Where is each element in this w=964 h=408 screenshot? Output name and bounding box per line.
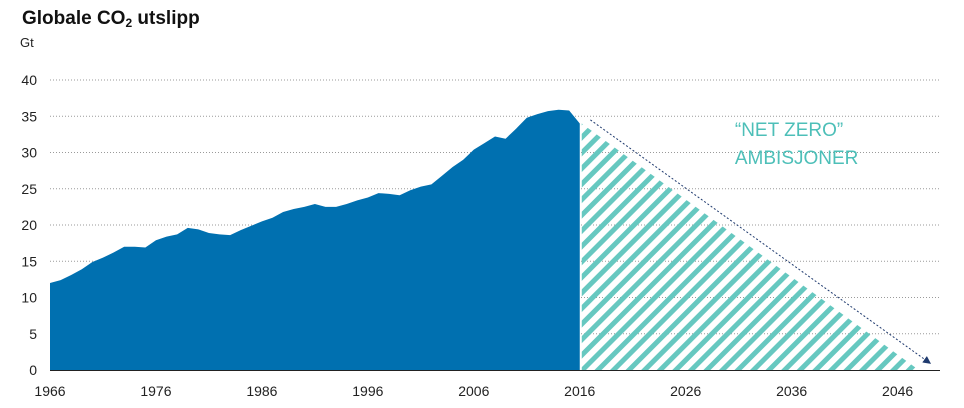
x-tick-label: 1996 [352,383,383,399]
y-tick-label: 25 [21,181,37,197]
unit-label: Gt [20,35,34,50]
historical-emissions-area [50,109,580,370]
y-tick-label: 5 [29,326,37,342]
y-tick-label: 15 [21,253,37,269]
x-tick-label: 2036 [776,383,807,399]
x-tick-label: 2016 [564,383,595,399]
y-tick-label: 35 [21,108,37,124]
annotation-net-zero: “NET ZERO” [735,120,843,141]
x-tick-label: 1976 [140,383,171,399]
x-tick-label: 2046 [882,383,913,399]
x-axis-ticks: 1966 1976 1986 1996 2006 2016 2026 2036 2046 [34,383,913,399]
y-tick-label: 10 [21,290,37,306]
y-tick-label: 0 [29,362,37,378]
y-tick-label: 40 [21,72,37,88]
trend-arrow [590,119,932,364]
x-tick-label: 2006 [458,383,489,399]
x-tick-label: 1966 [34,383,65,399]
annotation-ambisjoner: AMBISJONER [735,148,859,169]
y-tick-label: 20 [21,217,37,233]
y-tick-label: 30 [21,145,37,161]
x-tick-label: 1986 [246,383,277,399]
x-tick-label: 2026 [670,383,701,399]
y-axis-ticks: 0 5 10 15 20 25 30 35 40 [21,72,37,378]
chart-title: Globale CO2 utslipp [22,8,200,30]
net-zero-projection-area [581,123,919,370]
